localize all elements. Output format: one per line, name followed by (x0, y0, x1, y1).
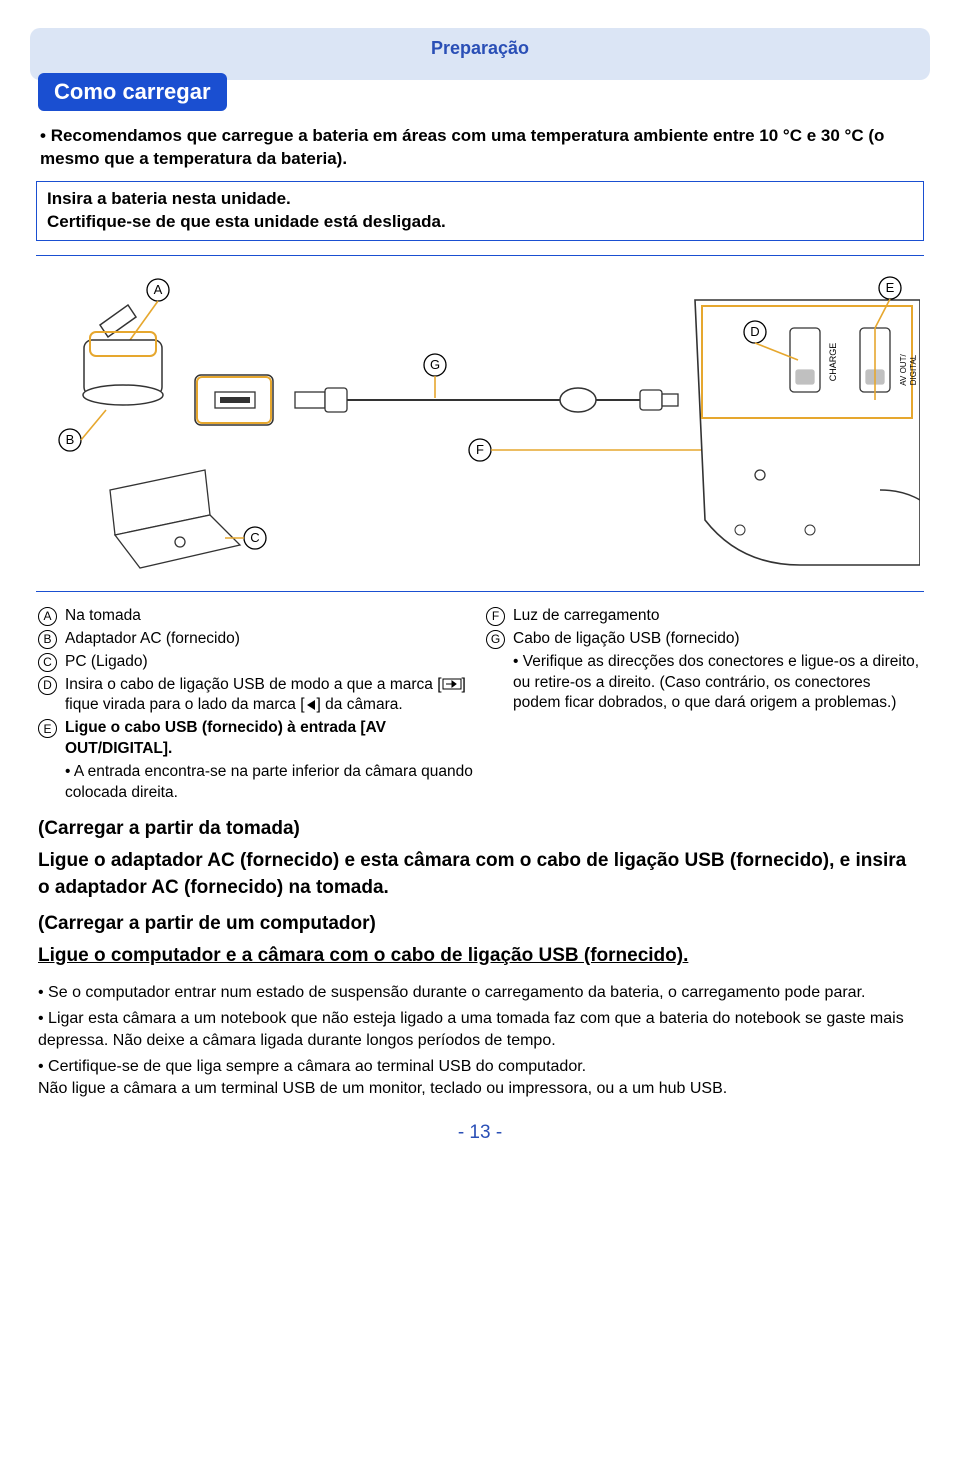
legend-d: Insira o cabo de ligação USB de modo a q… (65, 675, 474, 717)
legend-f: Luz de carregamento (513, 606, 922, 627)
legend-b: Adaptador AC (fornecido) (65, 629, 474, 650)
section1-body: Ligue o adaptador AC (fornecido) e esta … (38, 848, 922, 901)
label-g-icon: G (486, 630, 505, 649)
label-b-icon: B (38, 630, 57, 649)
svg-text:E: E (886, 280, 895, 295)
legend-right-column: F Luz de carregamento G Cabo de ligação US… (486, 606, 922, 804)
label-e-icon: E (38, 719, 57, 738)
legend-left-column: A Na tomada B Adaptador AC (fornecido) C PC… (38, 606, 474, 804)
page-number: - 13 - (30, 1122, 930, 1144)
legend-columns: A Na tomada B Adaptador AC (fornecido) C PC… (38, 606, 922, 804)
svg-text:C: C (250, 530, 259, 545)
section2-body: Ligue o computador e a câmara com o cabo… (38, 943, 922, 970)
info-line-1: Insira a bateria nesta unidade. (47, 188, 913, 211)
legend-e-sub: A entrada encontra-se na parte inferior … (65, 762, 474, 804)
note-item: Certifique-se de que liga sempre a câmar… (38, 1056, 922, 1100)
note-item: Ligar esta câmara a um notebook que não … (38, 1008, 922, 1052)
arrow-right-icon (442, 678, 462, 690)
label-a-icon: A (38, 607, 57, 626)
diagram-svg: A B (40, 270, 920, 570)
svg-text:G: G (430, 357, 440, 372)
svg-text:A: A (154, 282, 163, 297)
manual-page: Preparação Como carregar • Recomendamos … (0, 0, 960, 1164)
warning-box: Insira a bateria nesta unidade. Certifiq… (36, 181, 924, 241)
legend-c: PC (Ligado) (65, 652, 474, 673)
note-item: Se o computador entrar num estado de sus… (38, 982, 922, 1004)
svg-text:F: F (476, 442, 484, 457)
label-f-icon: F (486, 607, 505, 626)
legend-a: Na tomada (65, 606, 474, 627)
legend-g: Cabo de ligação USB (fornecido) (513, 629, 922, 650)
svg-text:B: B (66, 432, 75, 447)
section1-heading: (Carregar a partir da tomada) (38, 818, 922, 840)
label-d-icon: D (38, 676, 57, 695)
legend-e: Ligue o cabo USB (fornecido) à entrada [… (65, 718, 474, 760)
svg-text:D: D (750, 324, 759, 339)
triangle-left-icon (305, 699, 317, 711)
chapter-label: Preparação (431, 38, 529, 59)
section2-heading: (Carregar a partir de um computador) (38, 913, 922, 935)
notes-list: Se o computador entrar num estado de sus… (38, 982, 922, 1100)
connection-diagram: A B (36, 255, 924, 592)
legend-g-sub: Verifique as direcções dos conectores e … (513, 652, 922, 715)
svg-text:DIGITAL: DIGITAL (909, 354, 918, 385)
svg-text:CHARGE: CHARGE (828, 342, 838, 381)
intro-note: • Recomendamos que carregue a bateria em… (40, 125, 920, 171)
svg-text:AV OUT/: AV OUT/ (899, 353, 908, 385)
info-line-2: Certifique-se de que esta unidade está d… (47, 211, 913, 234)
section-title: Como carregar (38, 73, 227, 111)
label-c-icon: C (38, 653, 57, 672)
